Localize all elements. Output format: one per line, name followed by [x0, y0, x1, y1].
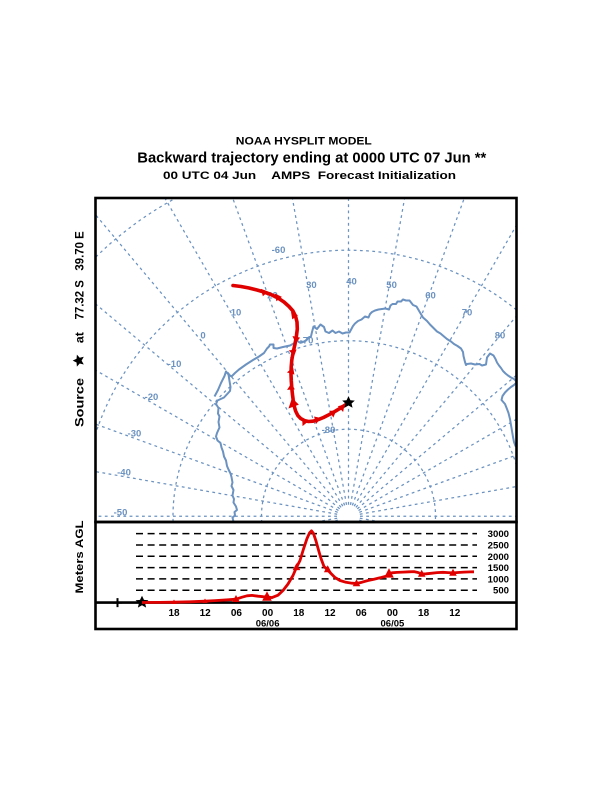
svg-text:00: 00	[262, 608, 274, 619]
svg-text:60: 60	[425, 290, 436, 301]
svg-text:-60: -60	[272, 245, 286, 256]
svg-text:-30: -30	[128, 428, 142, 439]
svg-text:77.32 S: 77.32 S	[72, 280, 86, 319]
svg-text:12: 12	[449, 608, 461, 619]
svg-text:39.70 E: 39.70 E	[72, 231, 86, 270]
svg-text:-80: -80	[322, 425, 336, 436]
svg-text:30: 30	[306, 280, 317, 291]
svg-text:80: 80	[495, 330, 506, 341]
svg-text:00 UTC 04 Jun AMPS Forecas: 00 UTC 04 Jun AMPS Forecast Initializati…	[163, 170, 456, 182]
svg-text:Meters AGL: Meters AGL	[74, 520, 86, 593]
svg-text:NOAA HYSPLIT MODEL: NOAA HYSPLIT MODEL	[236, 135, 372, 147]
svg-text:12: 12	[324, 608, 336, 619]
svg-text:06: 06	[231, 608, 243, 619]
svg-text:-20: -20	[145, 392, 159, 403]
svg-text:1000: 1000	[488, 574, 509, 585]
svg-text:18: 18	[168, 608, 180, 619]
svg-text:2500: 2500	[488, 541, 509, 552]
svg-text:40: 40	[346, 276, 357, 287]
svg-text:500: 500	[493, 586, 509, 597]
svg-text:18: 18	[293, 608, 305, 619]
svg-text:1500: 1500	[488, 563, 509, 574]
svg-text:3000: 3000	[488, 529, 509, 540]
svg-text:06/05: 06/05	[381, 619, 405, 630]
svg-text:10: 10	[231, 307, 242, 318]
svg-text:50: 50	[386, 280, 397, 291]
svg-text:-70: -70	[300, 335, 314, 346]
svg-text:-50: -50	[114, 507, 128, 518]
svg-text:Source: Source	[72, 378, 86, 427]
svg-text:18: 18	[418, 608, 430, 619]
svg-text:-40: -40	[117, 467, 131, 478]
svg-text:12: 12	[200, 608, 212, 619]
svg-text:70: 70	[462, 307, 473, 318]
svg-text:06/06: 06/06	[256, 619, 280, 630]
svg-text:0: 0	[200, 330, 205, 341]
svg-text:-10: -10	[168, 359, 182, 370]
svg-text:06: 06	[356, 608, 368, 619]
svg-text:00: 00	[387, 608, 399, 619]
svg-text:Backward trajectory ending at: Backward trajectory ending at 0000 UTC 0…	[137, 151, 486, 167]
svg-text:at: at	[72, 332, 86, 343]
svg-text:2000: 2000	[488, 552, 509, 563]
